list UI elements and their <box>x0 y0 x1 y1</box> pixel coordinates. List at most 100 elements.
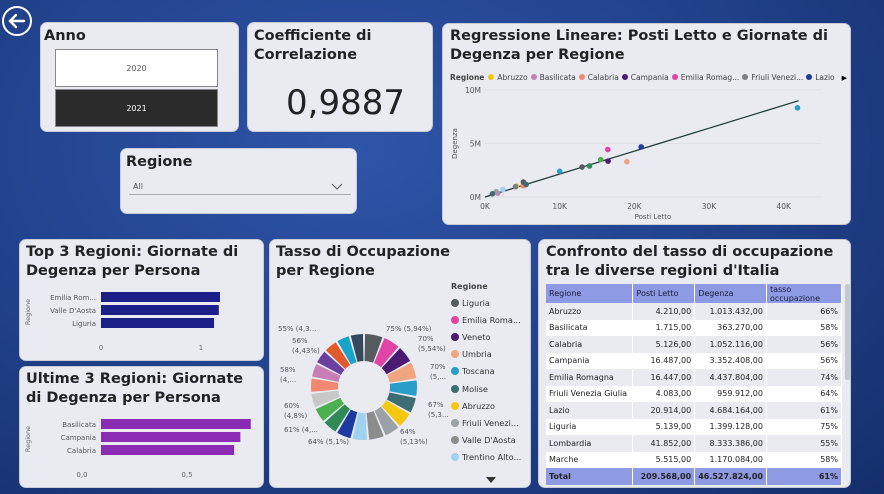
table-total-cell: 61% <box>766 468 842 485</box>
scatter-y-tick: 0M <box>470 193 481 202</box>
donut-chart: 55% (4,3... 56% (4,43%) 58% (4,... 60% (4,8%) 6… <box>278 325 449 446</box>
table-cell: 1.052.116,00 <box>694 336 767 353</box>
col-header-regione[interactable]: Regione <box>546 284 634 303</box>
donut-legend-item[interactable]: Veneto <box>451 328 530 345</box>
donut-slice <box>325 342 351 369</box>
scatter-point <box>605 158 611 164</box>
donut-legend-title: Regione <box>451 282 488 291</box>
donut-slice <box>315 397 345 421</box>
table-cell: 5.126,00 <box>632 336 696 353</box>
table-row[interactable]: Liguria 5.139,00 1.399.128,00 75% <box>546 418 842 435</box>
table-cell: 5.515,00 <box>632 451 696 468</box>
data-table-wrapper: Regione Posti Letto Degenza tasso occupa… <box>546 284 842 486</box>
table-cell: 1.013.432,00 <box>694 303 767 320</box>
donut-legend-item[interactable]: Molise <box>451 380 530 397</box>
bottom3-x-tick: 0,5 <box>181 471 192 479</box>
regione-dropdown[interactable]: All <box>129 177 351 195</box>
scatter-legend-item[interactable]: Lazio <box>806 73 835 82</box>
donut-slice <box>389 380 417 397</box>
scatter-legend-item[interactable]: Abruzzo <box>488 73 528 82</box>
scatter-legend-item[interactable]: Campania <box>621 73 669 82</box>
bottom3-bar <box>101 419 251 429</box>
donut-legend-item[interactable]: Toscana <box>451 363 530 380</box>
donut-data-label: 70% <box>418 335 434 343</box>
col-header-posti-letto[interactable]: Posti Letto <box>632 284 696 303</box>
table-cell: 20.914,00 <box>632 402 696 419</box>
bottom3-x-tick: 0,0 <box>76 471 87 479</box>
bottom3-category-label: Basilicata <box>62 421 96 429</box>
donut-title: Tasso di Occupazione per Regione <box>276 244 451 279</box>
donut-legend-item[interactable]: Liguria <box>451 294 530 311</box>
table-cell: Marche <box>546 451 634 468</box>
scatter-legend-item[interactable]: Basilicata <box>530 73 576 82</box>
chevron-down-icon <box>331 183 343 190</box>
table-cell: 3.352.408,00 <box>694 352 767 369</box>
correlation-value: 0,9887 <box>286 83 405 123</box>
table-row[interactable]: Campania 16.487,00 3.352.408,00 56% <box>546 352 842 369</box>
donut-data-label: (5,54%) <box>418 345 446 353</box>
table-row[interactable]: Basilicata 1.715,00 363.270,00 58% <box>546 319 842 336</box>
donut-legend-item[interactable]: Friuli Venezi... <box>451 414 530 431</box>
year-2020-button[interactable]: 2020 <box>55 49 218 87</box>
scatter-point <box>597 156 604 163</box>
table-cell: 58% <box>766 451 842 468</box>
donut-legend-item[interactable]: Emilia Roma... <box>451 311 530 328</box>
scatter-legend-item[interactable]: Friuli Venezi... <box>742 73 803 82</box>
table-cell: 4.210,00 <box>632 303 696 320</box>
table-row[interactable]: Lombardia 41.852,00 8.333.386,00 55% <box>546 435 842 452</box>
table-total-cell: Total <box>546 468 634 485</box>
donut-legend-item[interactable]: Trentino Alto... <box>451 449 530 466</box>
donut-data-label: 75% (5,94%) <box>386 325 432 333</box>
donut-data-label: (4,43%) <box>292 347 320 355</box>
donut-slice <box>311 378 339 392</box>
col-header-degenza[interactable]: Degenza <box>694 284 767 303</box>
scatter-x-label: Posti Letto <box>635 213 672 221</box>
bottom3-bar <box>101 445 235 455</box>
donut-data-label: (5,3... <box>428 411 449 419</box>
donut-legend-item[interactable]: Valle D'Aosta <box>451 432 530 449</box>
scatter-y-tick: 5M <box>470 140 481 149</box>
table-total-cell: 209.568,00 <box>632 468 696 485</box>
table-row[interactable]: Lazio 20.914,00 4.684.164,00 61% <box>546 402 842 419</box>
col-header-tasso[interactable]: tasso occupazione <box>766 284 842 303</box>
donut-slice <box>381 400 410 426</box>
table-title: Confronto del tasso di occupazione tra l… <box>546 244 834 279</box>
bottom3-bar <box>101 432 241 442</box>
table-row[interactable]: Marche 5.515,00 1.170.084,00 58% <box>546 451 842 468</box>
table-scrollbar[interactable] <box>845 284 850 380</box>
table-cell: 16.447,00 <box>632 369 696 386</box>
scatter-legend-item[interactable]: Calabria <box>578 73 619 82</box>
table-row[interactable]: Friuli Venezia Giulia 4.083,00 959.912,00 6… <box>546 385 842 402</box>
year-2021-button[interactable]: 2021 <box>55 89 218 127</box>
bottom3-category-label: Campania <box>61 434 96 442</box>
donut-legend-item[interactable]: Umbria <box>451 346 530 363</box>
scatter-point <box>523 181 529 188</box>
donut-slice <box>386 392 416 413</box>
table-row[interactable]: Emilia Romagna 16.447,00 4.437.804,00 74% <box>546 369 842 386</box>
bottom3-y-label: Regione <box>24 426 32 452</box>
donut-legend-item[interactable]: Abruzzo <box>451 397 530 414</box>
table-cell: Lombardia <box>546 435 634 452</box>
scatter-x-tick: 10K <box>552 202 568 211</box>
table-cell: 1.170.084,00 <box>694 451 767 468</box>
table-cell: 4.437.804,00 <box>694 369 767 386</box>
table-cell: 959.912,00 <box>694 385 767 402</box>
correlation-card: Coefficiente di Correlazione 0,9887 <box>247 22 433 132</box>
scatter-legend-item[interactable]: Emilia Romag... <box>671 73 739 82</box>
table-row[interactable]: Calabria 5.126,00 1.052.116,00 56% <box>546 336 842 353</box>
scatter-point <box>556 168 563 175</box>
table-total-cell: 46.527.824,00 <box>694 468 767 485</box>
donut-data-label: (4,8%) <box>284 412 308 420</box>
donut-data-label: 55% (4,3... <box>278 325 316 333</box>
donut-slice <box>311 390 340 408</box>
donut-slice <box>374 338 399 368</box>
legend-scroll-down-icon[interactable] <box>486 477 496 483</box>
top3-card: Top 3 Regioni: Giornate di Degenza per P… <box>19 239 264 361</box>
back-button[interactable] <box>2 6 32 36</box>
scatter-x-tick: 40K <box>776 202 792 211</box>
legend-next-icon[interactable]: ▶ <box>841 73 848 82</box>
table-cell: 61% <box>766 402 842 419</box>
correlation-title: Coefficiente di Correlazione <box>254 28 372 63</box>
bottom3-card: Ultime 3 Regioni: Giornate di Degenza pe… <box>19 366 264 488</box>
table-row[interactable]: Abruzzo 4.210,00 1.013.432,00 66% <box>546 303 842 320</box>
